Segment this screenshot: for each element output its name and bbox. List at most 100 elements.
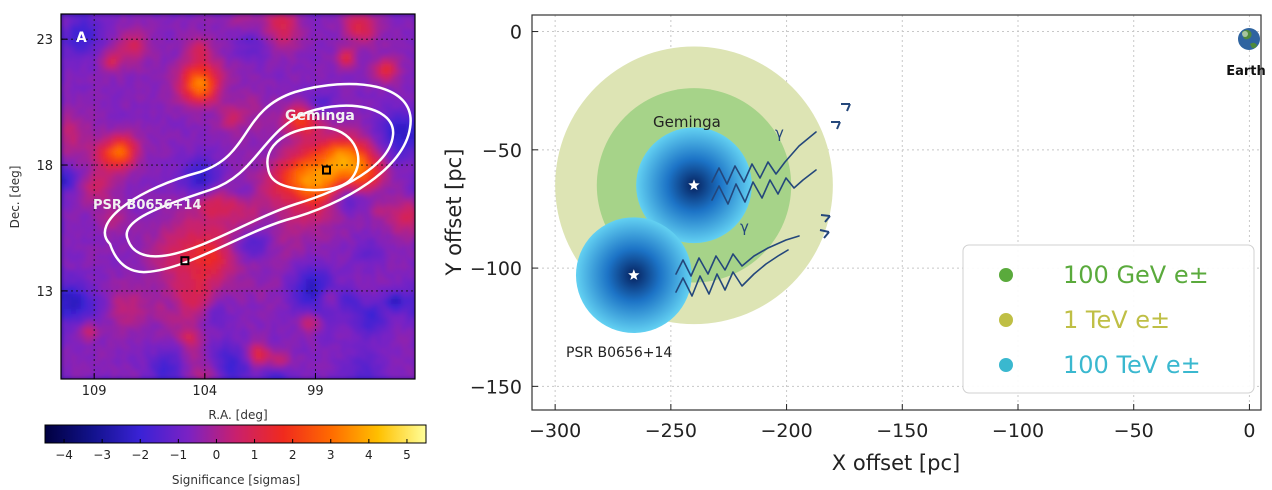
heatmap-cell bbox=[211, 279, 217, 285]
heatmap-cell bbox=[256, 284, 262, 290]
heatmap-cell bbox=[411, 19, 415, 25]
heatmap-cell bbox=[361, 309, 367, 315]
heatmap-cell bbox=[366, 229, 372, 235]
heatmap-cell bbox=[351, 164, 357, 170]
heatmap-cell bbox=[301, 264, 307, 270]
heatmap-cell bbox=[161, 329, 167, 335]
heatmap-cell bbox=[211, 139, 217, 145]
heatmap-cell bbox=[211, 259, 217, 265]
heatmap-cell bbox=[166, 49, 172, 55]
heatmap-cell bbox=[121, 149, 127, 155]
heatmap-cell bbox=[191, 349, 197, 355]
heatmap-cell bbox=[351, 194, 357, 200]
heatmap-cell bbox=[66, 324, 72, 330]
heatmap-cell bbox=[151, 89, 157, 95]
heatmap-cell bbox=[316, 169, 322, 175]
heatmap-cell bbox=[296, 24, 302, 30]
heatmap-cell bbox=[191, 284, 197, 290]
heatmap-cell bbox=[346, 54, 352, 60]
heatmap-cell bbox=[331, 74, 337, 80]
heatmap-cell bbox=[276, 54, 282, 60]
heatmap-cell bbox=[126, 354, 132, 360]
heatmap-cell bbox=[201, 314, 207, 320]
heatmap-cell bbox=[181, 39, 187, 45]
heatmap-cell bbox=[246, 69, 252, 75]
heatmap-cell bbox=[261, 304, 267, 310]
heatmap-cell bbox=[111, 169, 117, 175]
heatmap-cell bbox=[191, 104, 197, 110]
heatmap-cell bbox=[246, 304, 252, 310]
heatmap-cell bbox=[371, 244, 377, 250]
heatmap-cell bbox=[171, 134, 177, 140]
heatmap-cell bbox=[76, 229, 82, 235]
heatmap-cell bbox=[196, 329, 202, 335]
heatmap-cell bbox=[301, 289, 307, 295]
heatmap-cell bbox=[111, 49, 117, 55]
heatmap-cell bbox=[236, 104, 242, 110]
heatmap-cell bbox=[246, 89, 252, 95]
heatmap-cell bbox=[351, 54, 357, 60]
heatmap-cell bbox=[246, 179, 252, 185]
heatmap-cell bbox=[201, 119, 207, 125]
heatmap-cell bbox=[256, 184, 262, 190]
heatmap-cell bbox=[166, 344, 172, 350]
heatmap-cell bbox=[346, 34, 352, 40]
heatmap-cell bbox=[181, 79, 187, 85]
heatmap-cell bbox=[306, 274, 312, 280]
heatmap-cell bbox=[146, 284, 152, 290]
heatmap-cell bbox=[166, 74, 172, 80]
heatmap-cell bbox=[136, 149, 142, 155]
heatmap-cell bbox=[271, 114, 277, 120]
heatmap-cell bbox=[251, 294, 257, 300]
heatmap-cell bbox=[61, 224, 67, 230]
heatmap-cell bbox=[311, 249, 317, 255]
heatmap-cell bbox=[341, 174, 347, 180]
heatmap-cell bbox=[346, 109, 352, 115]
heatmap-cell bbox=[171, 284, 177, 290]
heatmap-cell bbox=[411, 259, 415, 265]
heatmap-cell bbox=[161, 169, 167, 175]
heatmap-cell bbox=[351, 209, 357, 215]
heatmap-cell bbox=[116, 134, 122, 140]
heatmap-cell bbox=[76, 39, 82, 45]
heatmap-cell bbox=[346, 119, 352, 125]
heatmap-cell bbox=[231, 149, 237, 155]
heatmap-cell bbox=[236, 269, 242, 275]
heatmap-cell bbox=[71, 259, 77, 265]
heatmap-cell bbox=[76, 249, 82, 255]
heatmap-cell bbox=[146, 34, 152, 40]
heatmap-cell bbox=[306, 304, 312, 310]
heatmap-cell bbox=[326, 39, 332, 45]
heatmap-cell bbox=[296, 184, 302, 190]
heatmap-cell bbox=[356, 169, 362, 175]
heatmap-cell bbox=[166, 164, 172, 170]
heatmap-cell bbox=[111, 319, 117, 325]
heatmap-cell bbox=[406, 19, 412, 25]
heatmap-cell bbox=[186, 284, 192, 290]
heatmap-cell bbox=[271, 19, 277, 25]
heatmap-cell bbox=[131, 304, 137, 310]
heatmap-cell bbox=[71, 204, 77, 210]
heatmap-cell bbox=[141, 259, 147, 265]
heatmap-cell bbox=[61, 304, 67, 310]
heatmap-cell bbox=[396, 219, 402, 225]
heatmap-cell bbox=[326, 109, 332, 115]
heatmap-cell bbox=[371, 319, 377, 325]
heatmap-cell bbox=[186, 109, 192, 115]
heatmap-cell bbox=[301, 244, 307, 250]
heatmap-cell bbox=[176, 239, 182, 245]
heatmap-cell bbox=[411, 109, 415, 115]
heatmap-cell bbox=[61, 34, 67, 40]
heatmap-cell bbox=[231, 69, 237, 75]
heatmap-cell bbox=[401, 334, 407, 340]
heatmap-cell bbox=[356, 319, 362, 325]
heatmap-cell bbox=[356, 324, 362, 330]
heatmap-cell bbox=[356, 244, 362, 250]
heatmap-cell bbox=[331, 334, 337, 340]
heatmap-cell bbox=[111, 164, 117, 170]
heatmap-cell bbox=[241, 269, 247, 275]
heatmap-cell bbox=[216, 219, 222, 225]
heatmap-cell bbox=[141, 144, 147, 150]
heatmap-cell bbox=[291, 239, 297, 245]
heatmap-cell bbox=[161, 274, 167, 280]
